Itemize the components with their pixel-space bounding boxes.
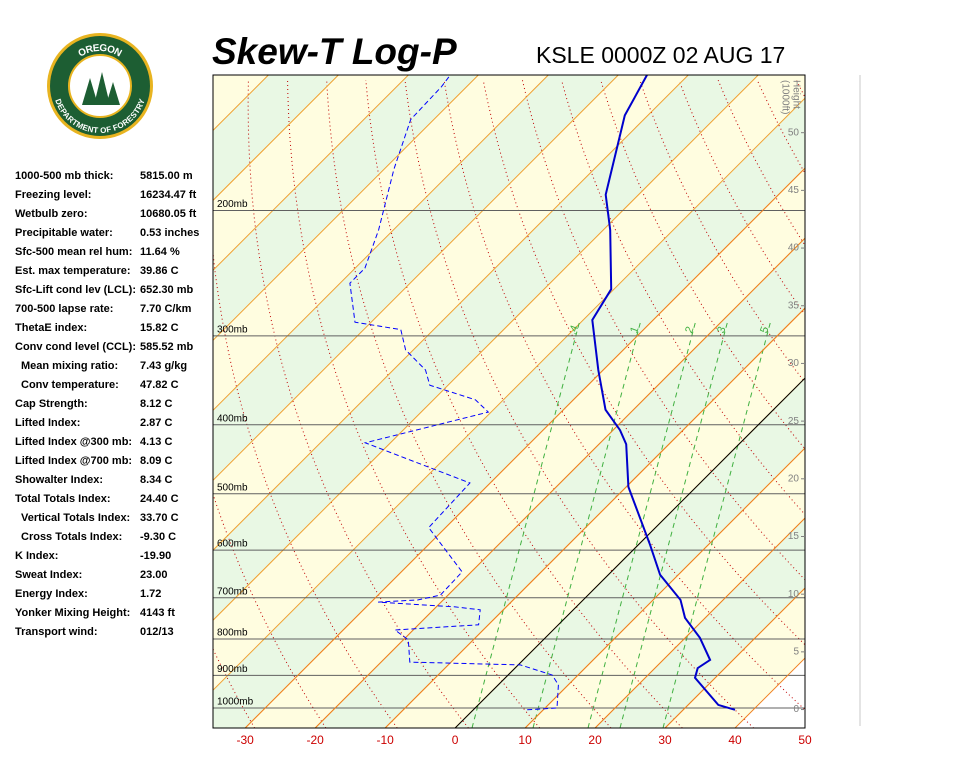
stat-label: 700-500 lapse rate: <box>15 303 113 315</box>
y2-tick-label: 25 <box>788 416 800 427</box>
y-tick-label: 800mb <box>217 628 248 639</box>
stat-value: 10680.05 ft <box>140 208 197 220</box>
stats-panel: 1000-500 mb thick: 5815.00 m Freezing leve… <box>15 170 199 638</box>
y2-axis-label: Height <box>790 80 801 109</box>
x-tick-label: -10 <box>376 733 394 747</box>
stat-label: Transport wind: <box>15 626 98 638</box>
stat-value: -9.30 C <box>140 531 176 543</box>
stat-label: Lifted Index: <box>15 417 80 429</box>
stat-label: Sfc-500 mean rel hum: <box>15 246 132 258</box>
stat-value: 47.82 C <box>140 379 179 391</box>
stat-value: 4143 ft <box>140 607 175 619</box>
stat-label: Wetbulb zero: <box>15 208 88 220</box>
stat-value: 16234.47 ft <box>140 189 197 201</box>
stat-label: Sfc-Lift cond lev (LCL): <box>15 284 136 296</box>
stat-value: 23.00 <box>140 569 168 581</box>
x-tick-label: 50 <box>798 733 812 747</box>
y-tick-label: 700mb <box>217 586 248 597</box>
stat-value: 7.70 C/km <box>140 303 192 315</box>
x-tick-label: -30 <box>237 733 255 747</box>
y2-tick-label: 45 <box>788 185 800 196</box>
logo: OREGON DEPARTMENT OF FORESTRY <box>47 33 153 139</box>
isotherm-grid <box>805 75 960 728</box>
stat-label: Lifted Index @700 mb: <box>15 455 132 467</box>
stat-label: Showalter Index: <box>15 474 103 486</box>
stat-value: 11.64 % <box>140 246 180 258</box>
stat-value: 4.13 C <box>140 436 172 448</box>
stat-label: Total Totals Index: <box>15 493 111 505</box>
y2-tick-label: 10 <box>788 589 800 600</box>
x-tick-label: 40 <box>728 733 742 747</box>
y2-tick-label: 30 <box>788 358 800 369</box>
y2-axis-label: (1000ft) <box>779 80 790 114</box>
y-tick-label: 1000mb <box>217 697 254 708</box>
y-tick-label: 400mb <box>217 413 248 424</box>
stat-value: 8.09 C <box>140 455 172 467</box>
stat-label: Freezing level: <box>15 189 91 201</box>
stat-value: 24.40 C <box>140 493 179 505</box>
y2-tick-label: 15 <box>788 531 800 542</box>
y2-tick-label: 50 <box>788 127 800 138</box>
y-tick-label: 200mb <box>217 199 248 210</box>
stat-label: Precipitable water: <box>15 227 113 239</box>
y2-tick-label: 0 <box>793 704 799 715</box>
stat-value: 33.70 C <box>140 512 179 524</box>
stat-label: Sweat Index: <box>15 569 82 581</box>
y-tick-label: 300mb <box>217 324 248 335</box>
stat-value: 012/13 <box>140 626 174 638</box>
x-tick-label: 20 <box>588 733 602 747</box>
stat-value: 0.53 inches <box>140 227 199 239</box>
y2-tick-label: 40 <box>788 243 800 254</box>
stat-label: Mean mixing ratio: <box>21 360 118 372</box>
dry-adiabat <box>914 80 960 728</box>
dry-adiabat <box>836 80 960 728</box>
stat-label: K Index: <box>15 550 58 562</box>
stat-label: 1000-500 mb thick: <box>15 170 113 182</box>
dry-adiabat <box>796 80 960 728</box>
stat-value: -19.90 <box>140 550 171 562</box>
stat-label: Conv temperature: <box>21 379 119 391</box>
stat-label: Cross Totals Index: <box>21 531 122 543</box>
chart-subtitle: KSLE 0000Z 02 AUG 17 <box>536 42 785 68</box>
stat-label: ThetaE index: <box>15 322 87 334</box>
stat-value: 7.43 g/kg <box>140 360 187 372</box>
y-tick-label: 900mb <box>217 664 248 675</box>
stat-value: 39.86 C <box>140 265 179 277</box>
stat-value: 8.34 C <box>140 474 172 486</box>
stat-label: Cap Strength: <box>15 398 88 410</box>
dry-adiabat <box>875 80 960 728</box>
stat-value: 5815.00 m <box>140 170 193 182</box>
stat-label: Lifted Index @300 mb: <box>15 436 132 448</box>
stat-label: Conv cond level (CCL): <box>15 341 136 353</box>
chart-title: Skew-T Log-P <box>212 31 457 72</box>
y2-tick-label: 5 <box>793 646 799 657</box>
stat-value: 15.82 C <box>140 322 179 334</box>
stat-value: 652.30 mb <box>140 284 193 296</box>
stat-value: 585.52 mb <box>140 341 193 353</box>
x-tick-label: 30 <box>658 733 672 747</box>
x-tick-label: -20 <box>306 733 324 747</box>
y-tick-label: 600mb <box>217 539 248 550</box>
y2-tick-label: 35 <box>788 300 800 311</box>
stat-value: 2.87 C <box>140 417 172 429</box>
stat-label: Yonker Mixing Height: <box>15 607 130 619</box>
y2-tick-label: 20 <box>788 473 800 484</box>
y-tick-label: 500mb <box>217 482 248 493</box>
stat-label: Vertical Totals Index: <box>21 512 130 524</box>
stat-value: 1.72 <box>140 588 161 600</box>
x-tick-label: 10 <box>518 733 532 747</box>
dry-adiabat <box>953 80 960 728</box>
stat-value: 8.12 C <box>140 398 172 410</box>
stat-label: Energy Index: <box>15 588 88 600</box>
stat-label: Est. max temperature: <box>15 265 131 277</box>
x-tick-label: 0 <box>452 733 459 747</box>
